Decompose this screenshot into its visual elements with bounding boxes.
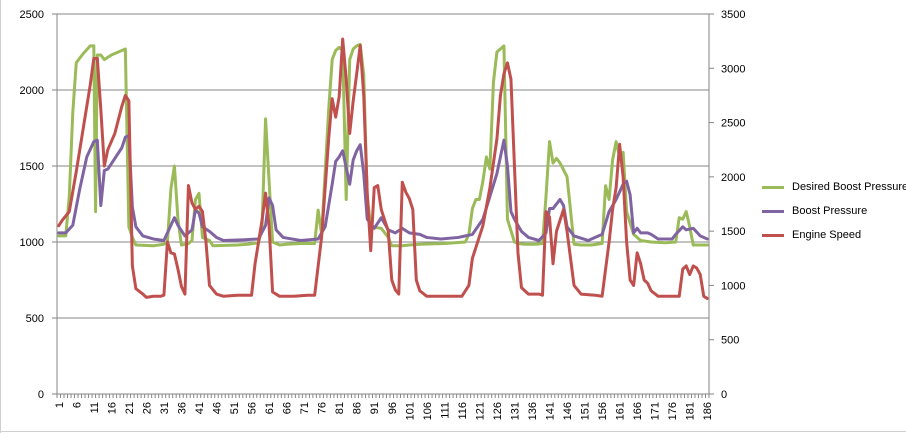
right-tick-label: 0 bbox=[721, 389, 727, 401]
x-tick-label: 91 bbox=[369, 402, 381, 414]
x-tick-label: 101 bbox=[404, 402, 416, 420]
x-tick-label: 26 bbox=[141, 402, 153, 414]
x-tick-label: 181 bbox=[685, 402, 697, 420]
legend-label: Boost Pressure bbox=[792, 205, 868, 217]
x-tick-label: 81 bbox=[334, 402, 346, 414]
x-tick-label: 6 bbox=[71, 402, 83, 408]
x-tick-label: 151 bbox=[580, 402, 592, 420]
right-tick-label: 1000 bbox=[721, 280, 745, 292]
right-tick-label: 1500 bbox=[721, 226, 745, 238]
x-tick-label: 136 bbox=[527, 402, 539, 420]
x-tick-label: 66 bbox=[282, 402, 294, 414]
x-tick-label: 46 bbox=[211, 402, 223, 414]
x-tick-label: 171 bbox=[650, 402, 662, 420]
x-tick-label: 131 bbox=[509, 402, 521, 420]
x-tick-label: 176 bbox=[667, 402, 679, 420]
x-tick-label: 21 bbox=[124, 402, 136, 414]
x-axis-ticks: 1 6 11 16 21 26 31 36 41 46 51 56 61 66 71 76 81 86 91 96 10… bbox=[54, 394, 714, 420]
x-tick-label: 56 bbox=[247, 402, 259, 414]
x-tick-label: 141 bbox=[545, 402, 557, 420]
x-tick-label: 106 bbox=[422, 402, 434, 420]
legend-item: Engine Speed bbox=[762, 228, 906, 252]
x-tick-label: 36 bbox=[176, 402, 188, 414]
x-tick-label: 71 bbox=[299, 402, 311, 414]
x-tick-label: 61 bbox=[264, 402, 276, 414]
legend: Desired Boost Pressure Boost Pressure Engi… bbox=[762, 180, 906, 252]
x-tick-label: 121 bbox=[474, 402, 486, 420]
left-tick-label: 2500 bbox=[20, 9, 44, 21]
right-tick-label: 2500 bbox=[721, 118, 745, 130]
x-tick-label: 156 bbox=[597, 402, 609, 420]
bottom-border bbox=[0, 431, 906, 432]
x-tick-label: 16 bbox=[106, 402, 118, 414]
x-tick-label: 146 bbox=[562, 402, 574, 420]
right-tick-label: 500 bbox=[721, 335, 739, 347]
x-tick-label: 186 bbox=[702, 402, 714, 420]
legend-swatch bbox=[762, 210, 784, 213]
legend-item: Desired Boost Pressure bbox=[762, 180, 906, 204]
x-tick-label: 166 bbox=[632, 402, 644, 420]
axes bbox=[56, 14, 710, 395]
x-tick-label: 96 bbox=[387, 402, 399, 414]
x-tick-label: 76 bbox=[317, 402, 329, 414]
x-tick-label: 31 bbox=[159, 402, 171, 414]
x-tick-label: 86 bbox=[352, 402, 364, 414]
series-line-2 bbox=[57, 37, 709, 300]
left-tick-label: 0 bbox=[38, 389, 44, 401]
right-axis-ticks: 0 500 1000 1500 2000 2500 3000 3500 bbox=[709, 9, 745, 401]
x-tick-label: 51 bbox=[229, 402, 241, 414]
x-tick-label: 111 bbox=[439, 402, 451, 419]
legend-swatch bbox=[762, 186, 784, 189]
x-tick-label: 126 bbox=[492, 402, 504, 420]
left-tick-label: 500 bbox=[26, 313, 44, 325]
x-tick-label: 1 bbox=[54, 402, 66, 408]
left-tick-label: 1000 bbox=[20, 237, 44, 249]
left-tick-label: 1500 bbox=[20, 161, 44, 173]
right-tick-label: 3000 bbox=[721, 63, 745, 75]
left-border bbox=[0, 0, 1, 433]
x-tick-label: 11 bbox=[89, 402, 101, 413]
legend-label: Engine Speed bbox=[792, 229, 862, 241]
x-tick-label: 41 bbox=[194, 402, 206, 414]
right-tick-label: 3500 bbox=[721, 9, 745, 21]
right-tick-label: 2000 bbox=[721, 172, 745, 184]
x-tick-label: 161 bbox=[615, 402, 627, 420]
left-tick-label: 2000 bbox=[20, 85, 44, 97]
series-lines bbox=[57, 37, 709, 300]
legend-label: Desired Boost Pressure bbox=[792, 181, 906, 193]
legend-item: Boost Pressure bbox=[762, 204, 906, 228]
x-tick-label: 116 bbox=[457, 402, 469, 420]
left-axis-ticks: 0 500 1000 1500 2000 2500 bbox=[20, 9, 57, 401]
legend-swatch bbox=[762, 234, 784, 237]
